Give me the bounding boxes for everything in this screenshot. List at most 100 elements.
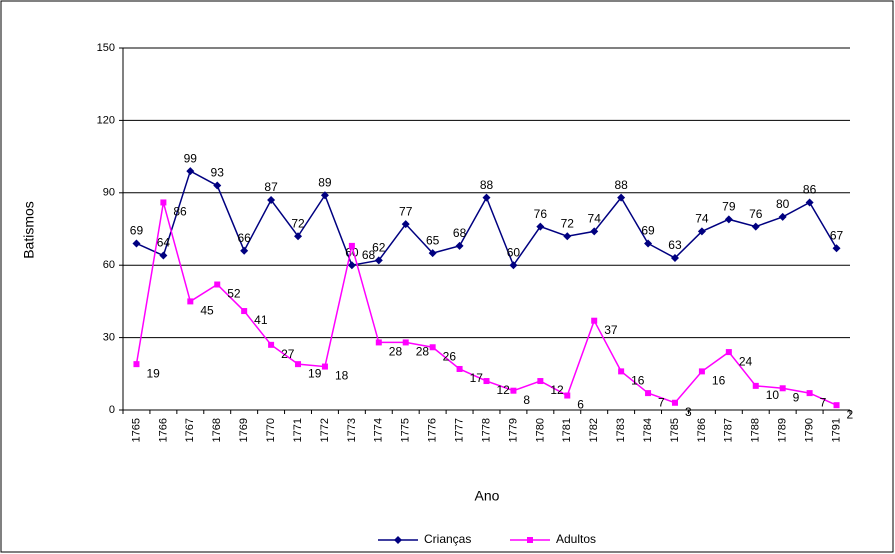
data-point bbox=[724, 215, 733, 224]
data-label: 60 bbox=[345, 245, 359, 259]
data-point bbox=[670, 253, 679, 262]
data-point bbox=[214, 281, 221, 288]
x-tick-label: 1780 bbox=[534, 418, 546, 442]
data-point bbox=[456, 365, 463, 372]
x-tick-label: 1769 bbox=[238, 418, 250, 442]
data-label: 86 bbox=[173, 205, 187, 219]
data-point bbox=[133, 361, 140, 368]
data-point bbox=[618, 368, 625, 375]
x-tick-label: 1784 bbox=[642, 418, 654, 442]
data-point bbox=[805, 198, 814, 207]
data-label: 72 bbox=[291, 216, 305, 230]
data-point bbox=[697, 227, 706, 236]
legend-marker bbox=[394, 536, 402, 544]
data-label: 12 bbox=[497, 383, 511, 397]
data-label: 62 bbox=[372, 241, 386, 255]
data-point bbox=[725, 349, 732, 356]
data-point bbox=[401, 220, 410, 229]
data-label: 68 bbox=[453, 226, 467, 240]
data-label: 87 bbox=[264, 180, 278, 194]
data-point bbox=[267, 196, 276, 205]
y-tick-label: 90 bbox=[103, 187, 115, 199]
y-tick-label: 120 bbox=[97, 114, 115, 126]
data-point bbox=[806, 390, 813, 397]
data-point bbox=[752, 382, 759, 389]
data-point bbox=[617, 193, 626, 202]
x-tick-label: 1765 bbox=[130, 418, 142, 442]
data-point bbox=[160, 199, 167, 206]
data-label: 64 bbox=[157, 236, 171, 250]
data-label: 69 bbox=[130, 224, 144, 238]
data-point bbox=[321, 363, 328, 370]
data-label: 99 bbox=[184, 151, 198, 165]
x-tick-label: 1779 bbox=[507, 418, 519, 442]
data-point bbox=[751, 222, 760, 231]
data-point bbox=[537, 378, 544, 385]
data-label: 18 bbox=[335, 369, 349, 383]
x-tick-label: 1783 bbox=[615, 418, 627, 442]
data-label: 69 bbox=[641, 224, 655, 238]
data-label: 6 bbox=[577, 398, 584, 412]
data-point bbox=[832, 244, 841, 253]
data-point bbox=[591, 317, 598, 324]
data-label: 66 bbox=[237, 231, 251, 245]
legend-label: Adultos bbox=[556, 532, 596, 546]
data-label: 76 bbox=[749, 207, 763, 221]
data-label: 19 bbox=[308, 366, 322, 380]
data-label: 3 bbox=[685, 405, 692, 419]
x-tick-label: 1790 bbox=[804, 418, 816, 442]
data-label: 86 bbox=[803, 183, 817, 197]
x-axis-label: Ano bbox=[475, 488, 500, 504]
x-tick-label: 1776 bbox=[427, 418, 439, 442]
data-label: 19 bbox=[146, 366, 160, 380]
data-point bbox=[402, 339, 409, 346]
data-point bbox=[644, 239, 653, 248]
data-point bbox=[671, 399, 678, 406]
x-tick-label: 1774 bbox=[373, 418, 385, 442]
data-label: 67 bbox=[830, 228, 844, 242]
data-point bbox=[348, 242, 355, 249]
data-label: 41 bbox=[254, 313, 268, 327]
data-point bbox=[645, 390, 652, 397]
x-tick-label: 1770 bbox=[265, 418, 277, 442]
data-label: 76 bbox=[534, 207, 548, 221]
data-label: 72 bbox=[561, 216, 575, 230]
x-tick-label: 1786 bbox=[696, 418, 708, 442]
y-tick-label: 60 bbox=[103, 259, 115, 271]
data-label: 60 bbox=[507, 245, 521, 259]
data-label: 16 bbox=[712, 374, 726, 388]
data-point bbox=[320, 191, 329, 200]
data-point bbox=[429, 344, 436, 351]
data-label: 45 bbox=[200, 304, 214, 318]
data-point bbox=[564, 392, 571, 399]
x-tick-label: 1771 bbox=[292, 418, 304, 442]
data-label: 8 bbox=[523, 393, 530, 407]
data-point bbox=[375, 339, 382, 346]
data-point bbox=[563, 232, 572, 241]
data-label: 12 bbox=[550, 383, 564, 397]
data-point bbox=[509, 261, 518, 270]
data-point bbox=[482, 193, 491, 202]
x-tick-label: 1772 bbox=[319, 418, 331, 442]
x-tick-label: 1785 bbox=[669, 418, 681, 442]
data-label: 88 bbox=[480, 178, 494, 192]
data-point bbox=[294, 232, 303, 241]
x-tick-label: 1767 bbox=[184, 418, 196, 442]
x-tick-label: 1788 bbox=[750, 418, 762, 442]
data-point bbox=[510, 387, 517, 394]
data-label: 16 bbox=[631, 374, 645, 388]
data-label: 65 bbox=[426, 233, 440, 247]
data-point bbox=[240, 246, 249, 255]
data-point bbox=[187, 298, 194, 305]
data-label: 93 bbox=[211, 166, 225, 180]
y-tick-label: 0 bbox=[109, 404, 115, 416]
data-label: 10 bbox=[766, 388, 780, 402]
data-label: 89 bbox=[318, 175, 332, 189]
x-tick-label: 1782 bbox=[588, 418, 600, 442]
data-label: 9 bbox=[793, 390, 800, 404]
data-label: 74 bbox=[695, 212, 709, 226]
data-label: 24 bbox=[739, 354, 753, 368]
data-label: 52 bbox=[227, 287, 241, 301]
legend-label: Crianças bbox=[424, 532, 471, 546]
